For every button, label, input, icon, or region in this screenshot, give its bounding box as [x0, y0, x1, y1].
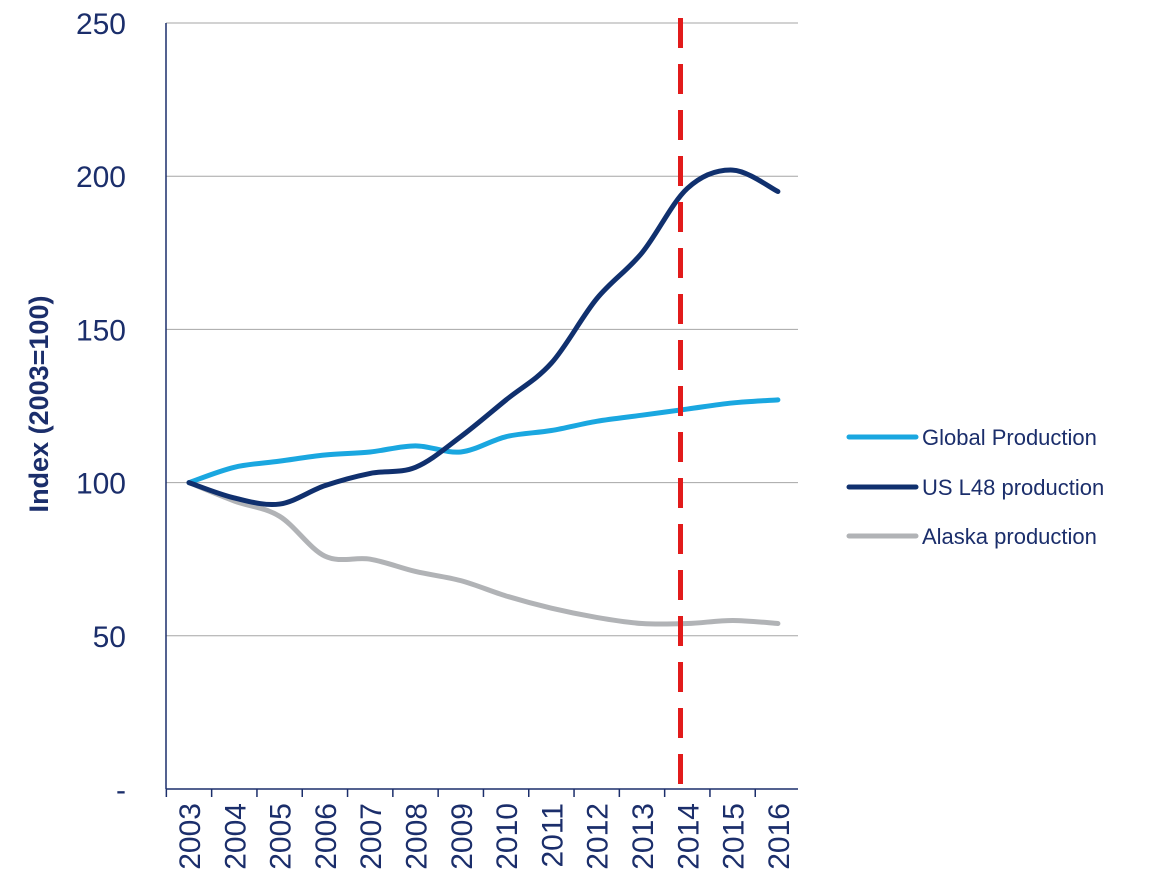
x-tick-label: 2014 [672, 803, 705, 870]
x-tick-label: 2009 [446, 803, 479, 870]
x-tick-label: 2013 [627, 803, 660, 870]
x-tick-label: 2008 [401, 803, 434, 870]
y-tick-label: 50 [93, 621, 126, 654]
legend: Global Production US L48 production Alaska… [846, 425, 1104, 549]
x-tick-label: 2010 [491, 803, 524, 870]
y-tick-label: 200 [76, 161, 126, 194]
y-tick-label: - [116, 774, 126, 807]
x-tick-label: 2006 [310, 803, 343, 870]
x-tick-label: 2011 [536, 803, 569, 868]
legend-label: Global Production [922, 425, 1097, 450]
series-line-global-production [186, 397, 781, 486]
legend-label: US L48 production [922, 475, 1104, 500]
y-tick-label: 100 [76, 468, 126, 501]
series-line-us-l48-production [186, 167, 781, 508]
x-tick-label: 2003 [174, 803, 207, 870]
x-tick-label: 2016 [763, 803, 796, 870]
y-tick-label: 150 [76, 314, 126, 347]
gridlines [166, 22, 798, 637]
y-tick-label: 250 [76, 8, 126, 41]
tick-labels: - 50 100 150 200 250 2003 2004 2005 2006 2007 2008 2… [76, 8, 796, 870]
x-tick-label: 2007 [355, 803, 388, 870]
series-lines [186, 167, 781, 627]
x-tick-label: 2004 [219, 803, 252, 870]
x-tick-label: 2015 [718, 803, 751, 870]
x-tick-label: 2005 [265, 803, 298, 870]
y-axis-title: Index (2003=100) [24, 296, 54, 513]
legend-label: Alaska production [922, 524, 1097, 549]
series-line-alaska-production [186, 480, 781, 627]
axes [165, 23, 798, 797]
x-tick-label: 2012 [582, 803, 615, 870]
